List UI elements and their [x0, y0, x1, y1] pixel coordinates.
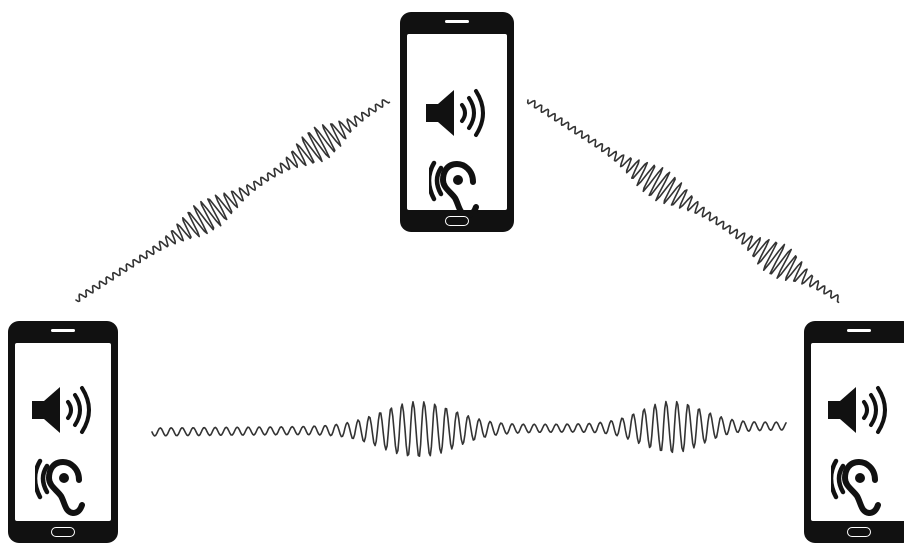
speaker-icon [426, 89, 485, 137]
home-button [847, 527, 871, 537]
smartphone-right [804, 321, 904, 543]
home-button [445, 216, 469, 226]
ear-icon [831, 458, 881, 517]
earpiece-slot [445, 20, 469, 23]
earpiece-slot [847, 329, 871, 332]
earpiece-slot [51, 329, 75, 332]
ear-icon [429, 160, 479, 219]
phone-screen [811, 343, 904, 521]
home-button [51, 527, 75, 537]
smartphone-top [400, 12, 514, 232]
speaker-icon [32, 386, 91, 434]
sound-wave-left-to-top [75, 99, 391, 303]
sound-wave-left-to-right [151, 400, 787, 457]
ear-icon [35, 458, 85, 517]
phone-screen [15, 343, 111, 521]
smartphone-left [8, 321, 118, 543]
sound-wave-top-to-right [526, 99, 840, 304]
phone-screen [407, 34, 507, 219]
speaker-icon [828, 386, 887, 434]
